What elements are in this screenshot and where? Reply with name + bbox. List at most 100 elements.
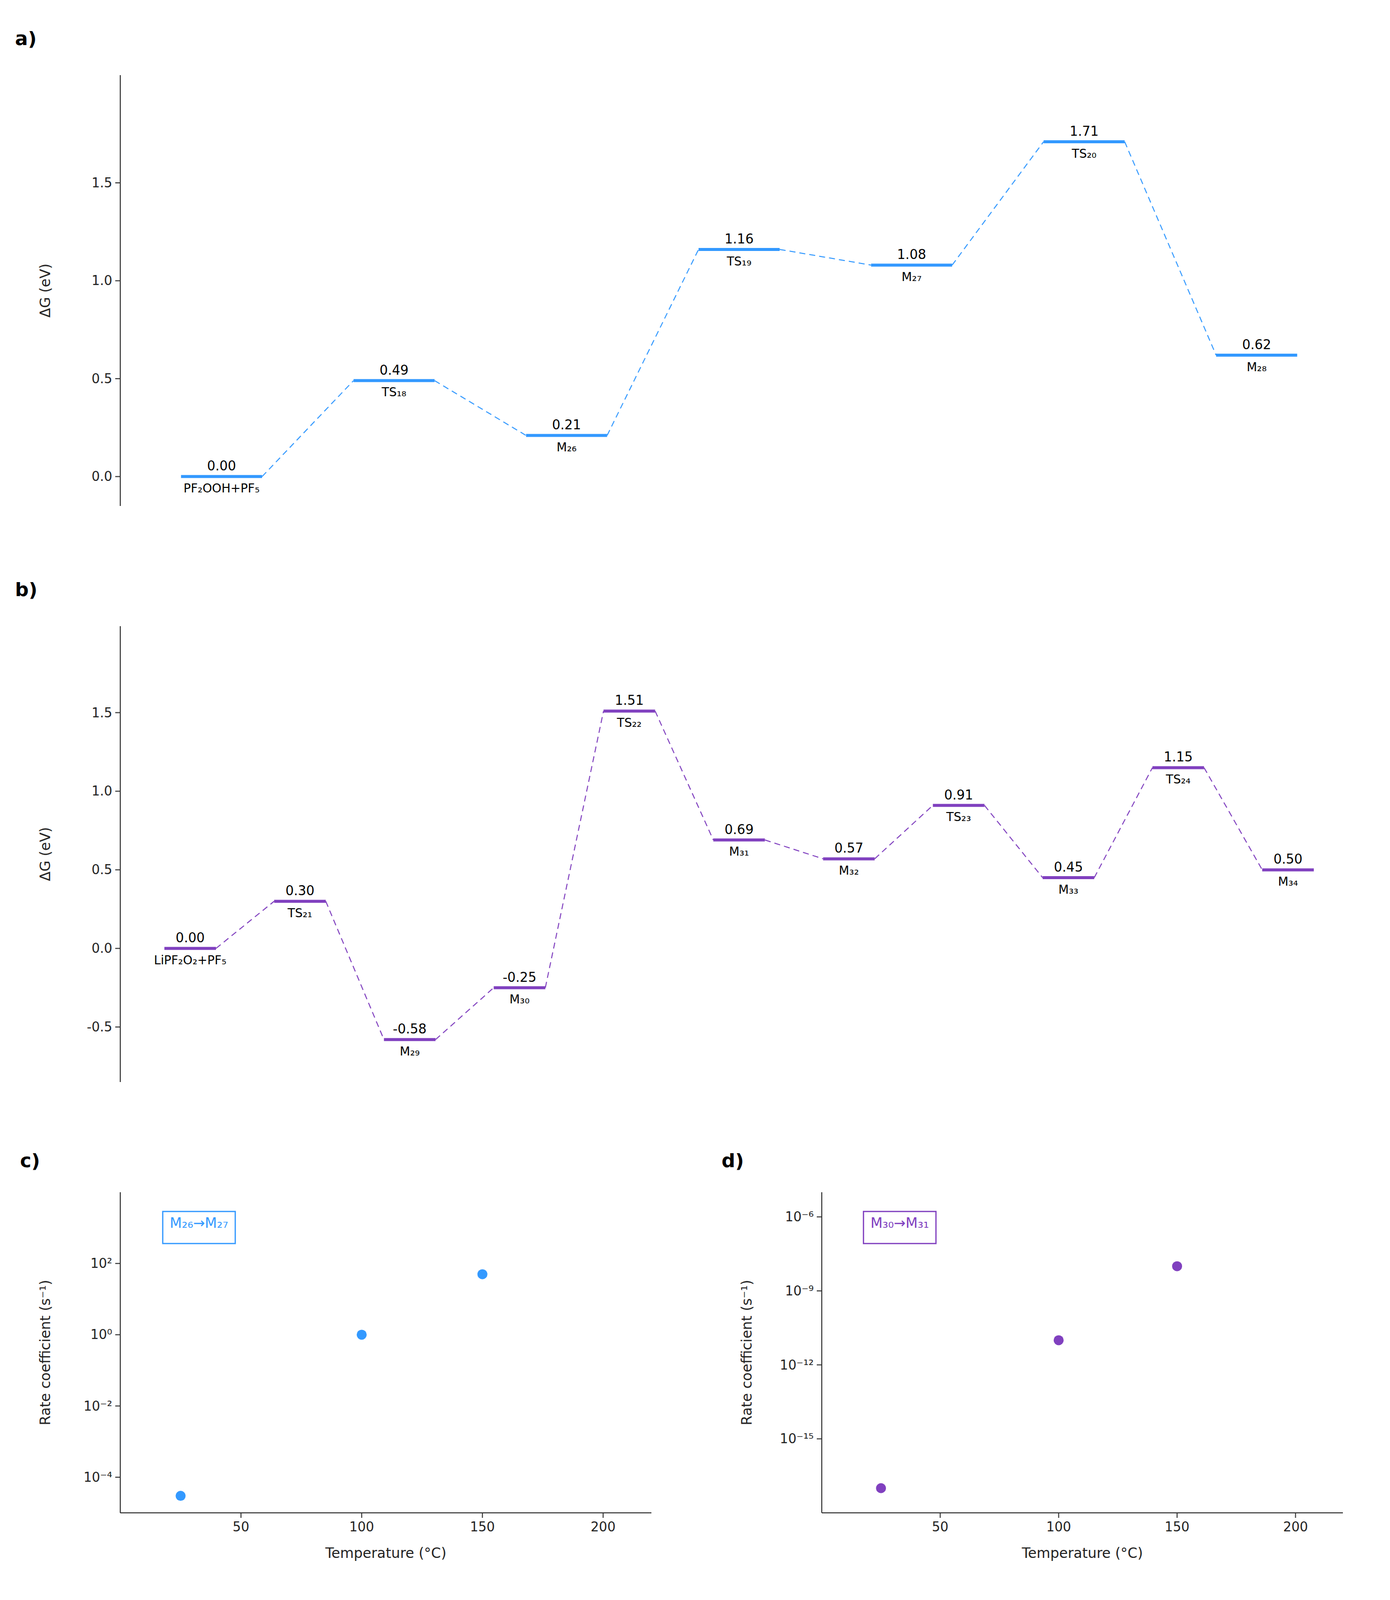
x-tick-label: 50	[932, 1519, 949, 1535]
energy-level	[603, 709, 655, 713]
level-name: M₃₂	[838, 863, 859, 878]
data-label: 0.00	[206, 458, 237, 474]
legend: M₂₆→M₂₇	[162, 1211, 236, 1244]
y-tick	[115, 378, 121, 380]
level-name: PF₂OOH+PF₅	[183, 481, 260, 496]
y-axis-line	[119, 1192, 121, 1514]
connector	[325, 901, 384, 1040]
level-name: TS₁₈	[381, 385, 407, 400]
y-tick	[115, 182, 121, 184]
y-tick	[816, 1364, 822, 1366]
y-tick-label: -0.5	[86, 1019, 113, 1035]
level-name: M₂₈	[1246, 360, 1267, 375]
energy-level	[933, 804, 985, 808]
x-axis-label: Temperature (°C)	[1021, 1545, 1143, 1562]
y-tick	[816, 1216, 822, 1218]
x-tick-label: 100	[1046, 1519, 1072, 1535]
x-tick	[361, 1513, 363, 1519]
y-tick	[115, 790, 121, 792]
y-tick	[115, 1477, 121, 1479]
y-tick	[115, 1406, 121, 1408]
y-tick-label: 10⁻²	[83, 1399, 113, 1415]
marks	[180, 141, 1298, 477]
data-label: -0.25	[502, 970, 537, 986]
connector	[1094, 767, 1153, 878]
y-tick-label: 1.5	[91, 705, 113, 721]
data-label: 1.16	[724, 231, 754, 247]
level-name: LiPF₂O₂+PF₅	[153, 953, 226, 968]
level-name: M₃₀	[509, 992, 530, 1007]
x-tick-label: 150	[1164, 1519, 1190, 1535]
x-axis-line	[120, 1512, 652, 1514]
y-axis-line	[821, 1192, 823, 1514]
y-tick-label: 10²	[90, 1256, 113, 1272]
marks	[164, 711, 1314, 1040]
level-name: M₂₆	[556, 440, 577, 455]
connector	[654, 711, 714, 840]
x-tick	[602, 1513, 604, 1519]
data-label: 0.45	[1053, 859, 1083, 875]
data-label: 0.30	[285, 883, 315, 899]
energy-level	[1152, 766, 1205, 770]
data-label: 0.00	[175, 930, 205, 946]
panel-label: a)	[15, 27, 37, 50]
y-tick-label: 10⁻⁶	[785, 1209, 814, 1225]
level-name: TS₂₃	[946, 810, 972, 825]
scatter-point	[1053, 1335, 1064, 1346]
y-tick	[115, 948, 121, 950]
y-tick-label: 0.5	[91, 371, 113, 387]
data-label: 0.69	[724, 822, 754, 838]
scatter-point	[477, 1269, 488, 1280]
y-axis-label: Rate coefficient (s⁻¹)	[37, 1280, 54, 1426]
x-tick-label: 50	[232, 1519, 250, 1535]
energy-level	[823, 857, 875, 861]
panel-label: d)	[721, 1149, 745, 1173]
legend-entry: M₃₀→M₃₁	[870, 1215, 930, 1232]
marks	[875, 1261, 1183, 1494]
energy-level	[713, 838, 766, 842]
x-tick-label: 200	[590, 1519, 616, 1535]
data-label: 1.51	[614, 692, 644, 709]
y-tick	[115, 712, 121, 714]
y-axis-label: Rate coefficient (s⁻¹)	[738, 1280, 756, 1426]
chart-levels: a)0.00.51.01.5ΔG (eV)0.00PF₂OOH+PF₅0.49T…	[15, 27, 1298, 507]
chart-levels: b)-0.50.00.51.01.5ΔG (eV)0.00LiPF₂O₂+PF₅…	[15, 578, 1314, 1083]
energy-level	[353, 379, 435, 383]
energy-level	[493, 986, 546, 990]
y-tick	[115, 476, 121, 478]
connector	[874, 805, 934, 860]
x-tick-label: 200	[1283, 1519, 1309, 1535]
connector	[435, 988, 494, 1041]
figure: a)0.00.51.01.5ΔG (eV)0.00PF₂OOH+PF₅0.49T…	[0, 0, 1390, 1600]
y-tick	[115, 280, 121, 282]
y-tick-label: 0.5	[91, 862, 113, 878]
scatter-point	[356, 1329, 367, 1340]
data-label: 0.57	[834, 840, 864, 856]
y-tick-label: 0.0	[91, 469, 113, 485]
scatter-point	[1172, 1261, 1183, 1272]
data-label: 1.71	[1069, 123, 1099, 139]
connector	[952, 141, 1044, 266]
energy-level	[274, 899, 326, 903]
chart-scatter: d)10⁻¹⁵10⁻¹²10⁻⁹10⁻⁶Rate coefficient (s⁻…	[721, 1149, 1343, 1562]
level-name: M₃₃	[1058, 882, 1079, 897]
data-label: 0.21	[552, 417, 582, 433]
y-tick-label: 10⁻⁴	[83, 1470, 113, 1486]
energy-level	[526, 433, 608, 437]
y-tick-label: 1.0	[91, 273, 113, 289]
data-label: -0.58	[392, 1021, 427, 1037]
y-tick	[816, 1290, 822, 1292]
y-tick	[115, 1334, 121, 1336]
energy-level	[698, 248, 780, 252]
y-tick-label: 1.0	[91, 783, 113, 799]
x-tick	[1294, 1513, 1296, 1519]
y-axis-line	[119, 75, 121, 507]
level-name: TS₂₀	[1071, 146, 1097, 161]
x-tick	[939, 1513, 941, 1519]
x-axis-line	[821, 1512, 1343, 1514]
energy-level	[870, 263, 953, 267]
data-label: 1.08	[896, 247, 926, 263]
level-name: TS₂₄	[1165, 772, 1191, 787]
level-name: M₃₄	[1277, 874, 1298, 889]
y-tick	[115, 1263, 121, 1265]
